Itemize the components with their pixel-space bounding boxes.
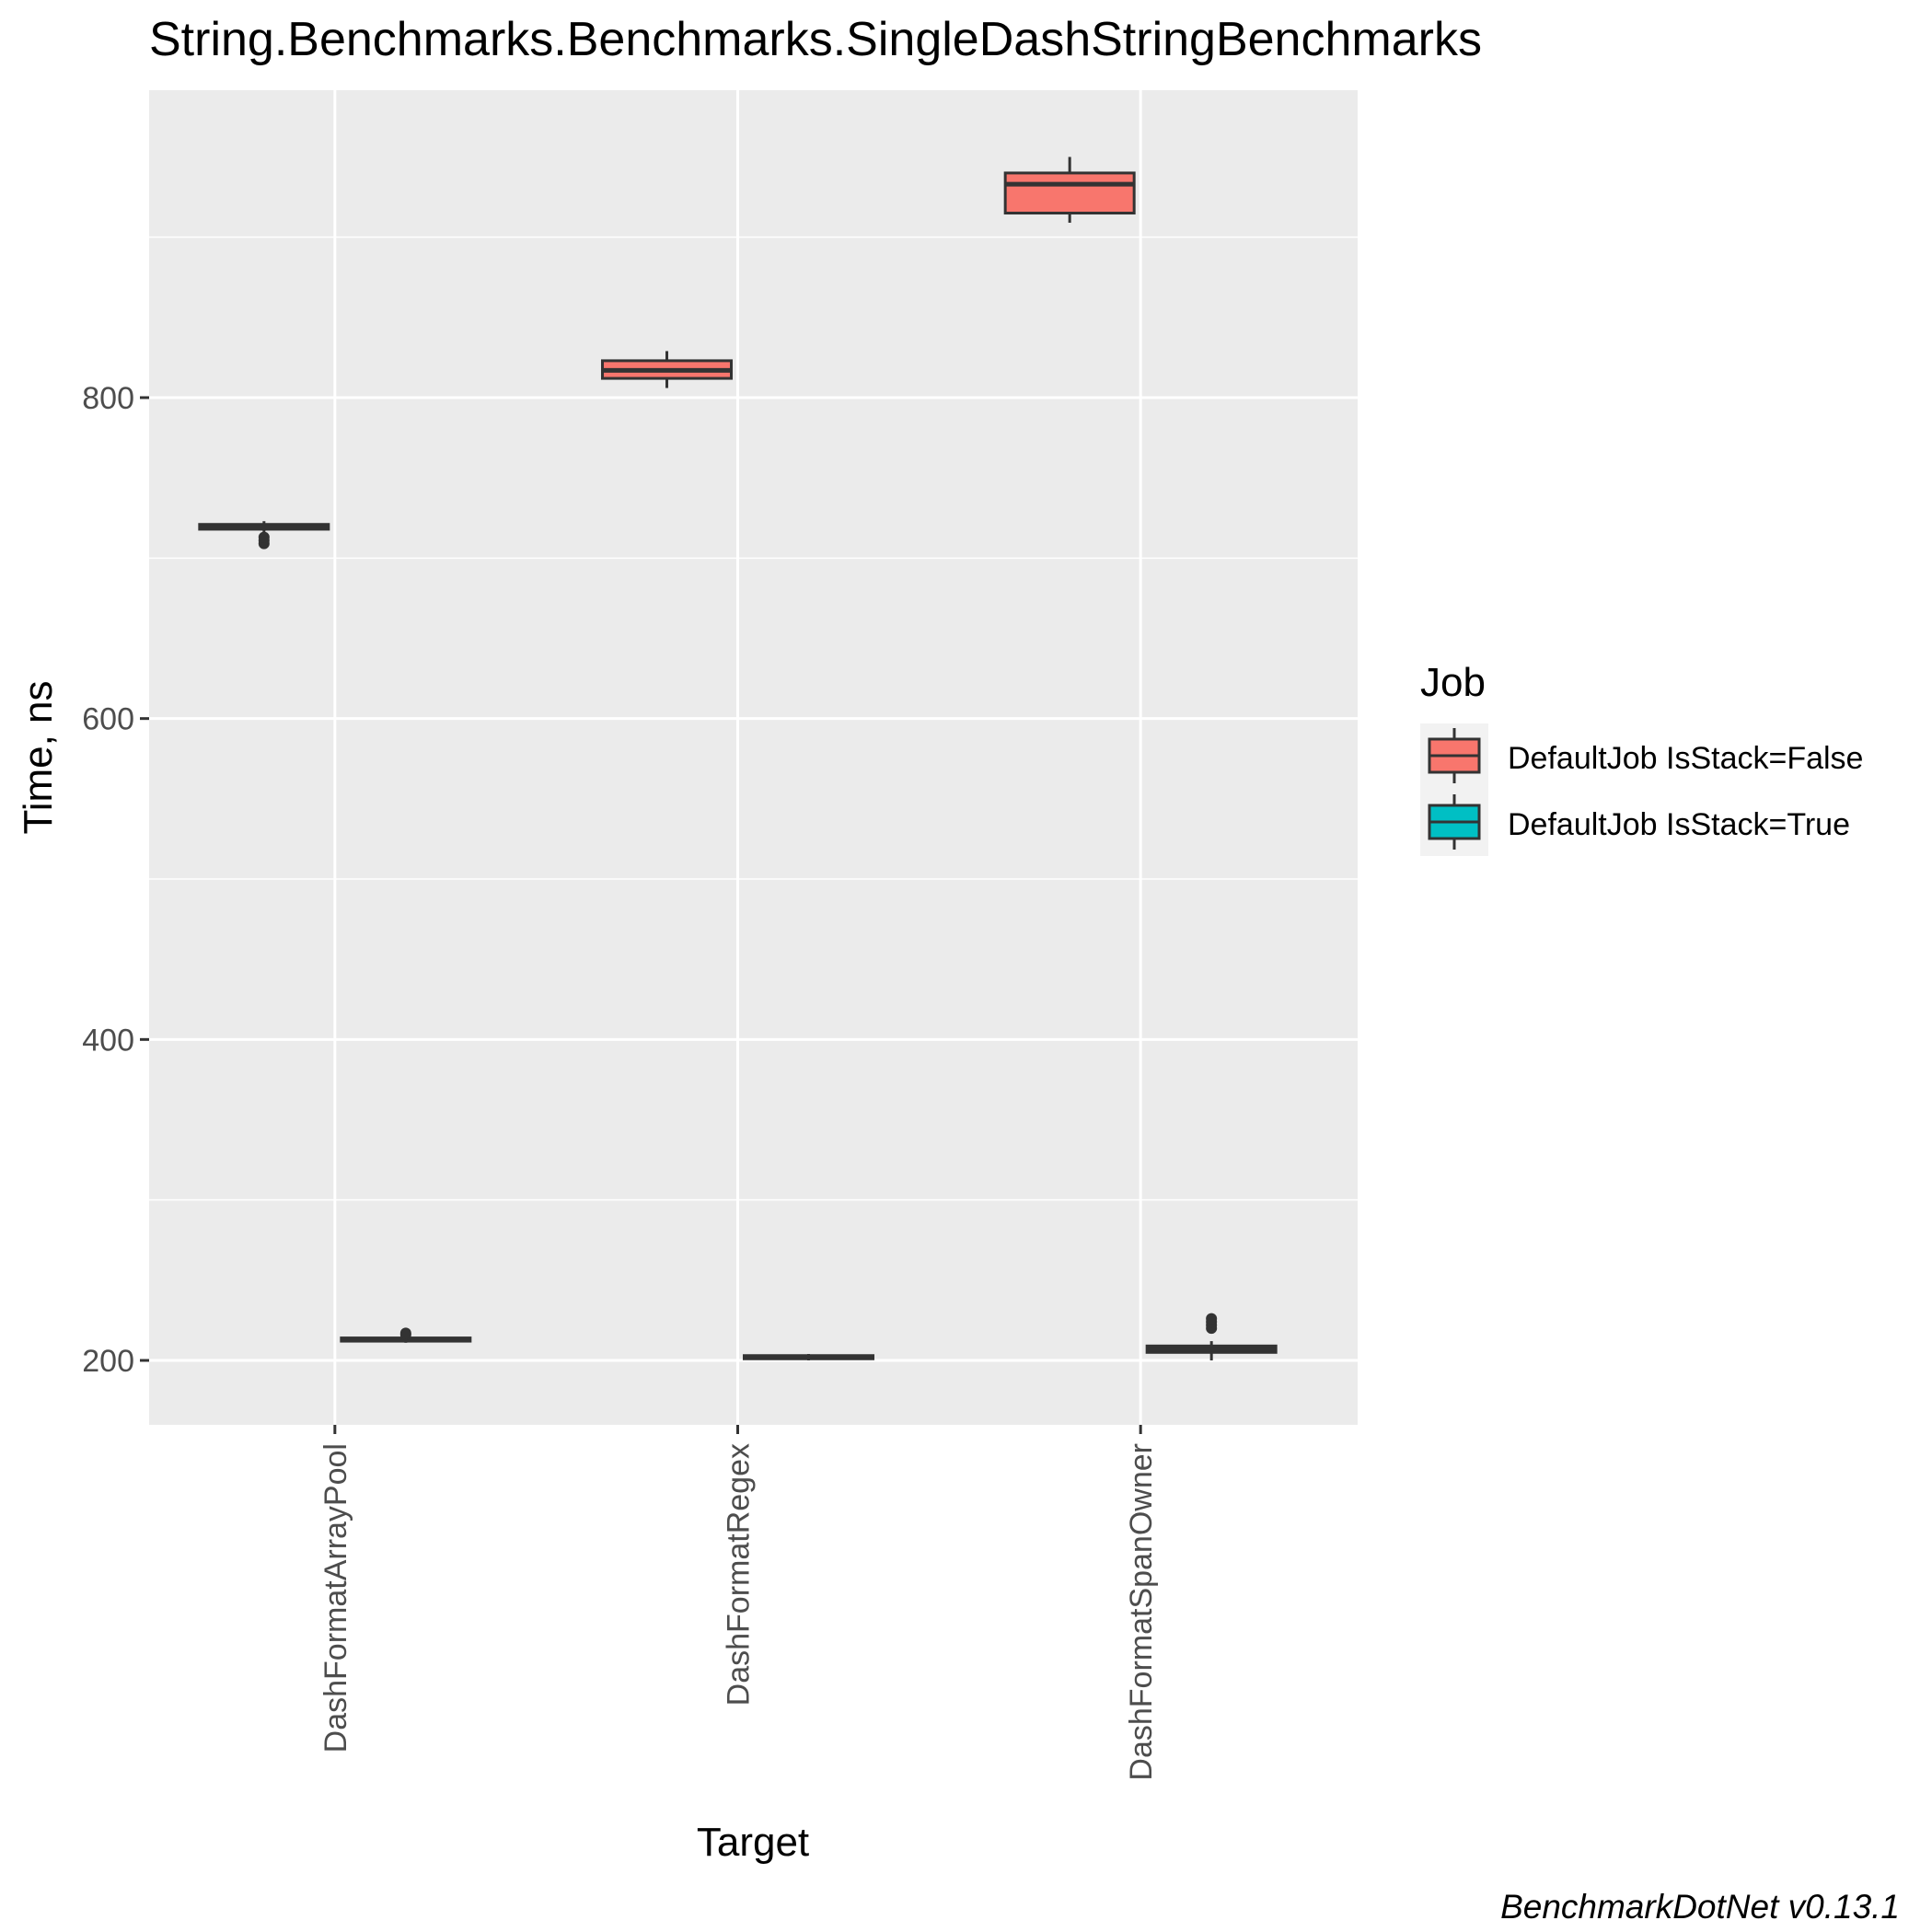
legend: Job DefaultJob IsStack=False DefaultJob … <box>1420 660 1863 856</box>
y-tick-label: 600 <box>82 702 134 737</box>
caption: BenchmarkDotNet v0.13.1 <box>1500 1888 1900 1926</box>
boxplot <box>743 1354 874 1360</box>
boxplot <box>198 521 330 550</box>
outlier-point <box>399 1327 411 1339</box>
outlier-point <box>1206 1313 1218 1325</box>
box <box>1003 171 1136 215</box>
chart-title: String.Benchmarks.Benchmarks.SingleDashS… <box>149 13 1482 66</box>
legend-label-false: DefaultJob IsStack=False <box>1508 741 1863 776</box>
boxplot <box>601 351 733 388</box>
y-tick-label: 400 <box>82 1023 134 1058</box>
boxplot <box>1003 156 1136 223</box>
x-tick-label: DashFormatRegex <box>722 1443 757 1706</box>
boxplot <box>1145 1313 1278 1360</box>
grid-minor <box>149 236 1358 1201</box>
legend-key <box>1428 728 1481 783</box>
grid-major <box>149 90 1358 1425</box>
legend-label-true: DefaultJob IsStack=True <box>1508 807 1850 842</box>
y-tick-label: 800 <box>82 381 134 416</box>
legend-key <box>1428 794 1481 850</box>
x-tick-label: DashFormatArrayPool <box>318 1443 353 1753</box>
boxplot <box>340 1327 472 1343</box>
outlier-point <box>258 531 270 543</box>
x-tick-label: DashFormatSpanOwner <box>1124 1443 1159 1781</box>
x-axis-title: Target <box>697 1820 809 1865</box>
boxplot-marks <box>198 156 1278 1360</box>
legend-title: Job <box>1420 660 1486 705</box>
y-tick-label: 200 <box>82 1344 134 1379</box>
y-axis-title: Time, ns <box>16 680 61 834</box>
x-axis-ticks: DashFormatArrayPool DashFormatRegex DashFo… <box>318 1425 1159 1781</box>
legend-keys <box>1428 728 1481 850</box>
plot-panel <box>149 90 1358 1425</box>
y-axis-ticks: 200 400 600 800 <box>82 381 149 1379</box>
